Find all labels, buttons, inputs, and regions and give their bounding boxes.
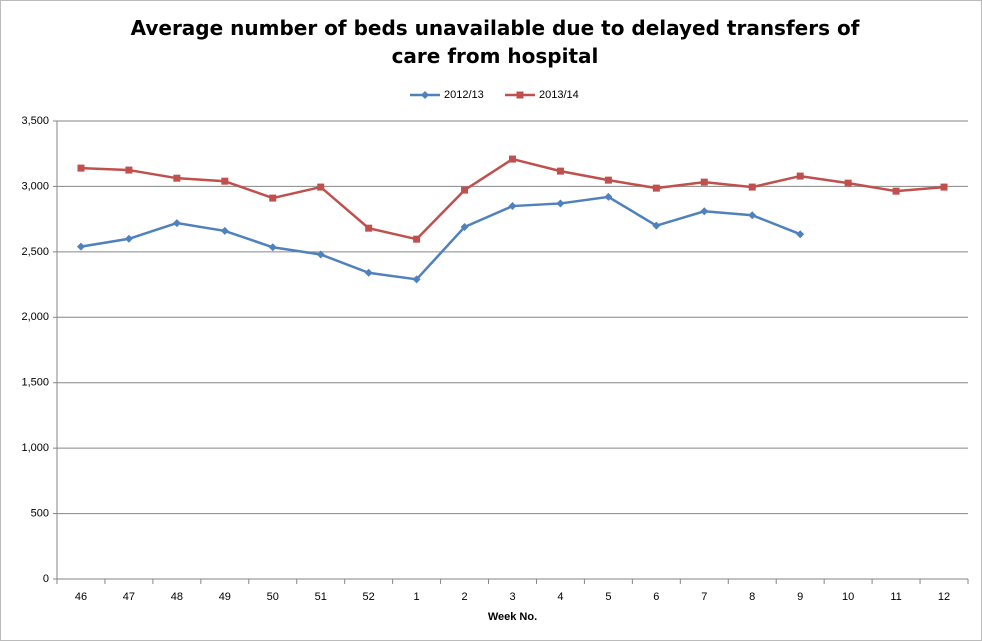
marker — [269, 194, 277, 202]
marker — [652, 184, 660, 192]
marker — [700, 178, 708, 186]
marker — [796, 230, 805, 239]
x-tick-label: 51 — [315, 591, 327, 603]
x-tick-label: 48 — [171, 591, 183, 603]
marker — [76, 242, 85, 251]
x-tick-label: 49 — [219, 591, 231, 603]
x-axis-label: Week No. — [488, 611, 537, 623]
x-tick-label: 11 — [890, 591, 901, 603]
marker — [748, 211, 757, 220]
y-tick-label: 3,500 — [21, 115, 49, 127]
series-line — [80, 157, 945, 241]
marker — [796, 172, 804, 180]
marker — [604, 176, 612, 184]
marker — [652, 221, 661, 230]
marker — [365, 224, 373, 232]
x-tick-label: 6 — [653, 591, 659, 603]
legend-label: 2013/14 — [539, 89, 579, 101]
x-tick-label: 3 — [509, 591, 515, 603]
marker — [461, 186, 469, 194]
marker — [172, 219, 181, 228]
marker — [413, 235, 421, 243]
x-tick-label: 7 — [701, 591, 707, 603]
x-tick-label: 5 — [605, 591, 611, 603]
marker — [364, 268, 373, 277]
marker — [556, 199, 565, 208]
marker — [940, 183, 948, 191]
marker — [412, 275, 421, 284]
y-tick-label: 1,000 — [21, 442, 49, 454]
chart-title: Average number of beds unavailable due t… — [130, 16, 860, 68]
marker — [317, 183, 325, 191]
x-tick-label: 47 — [123, 591, 135, 603]
marker — [221, 177, 229, 185]
x-tick-label: 12 — [938, 591, 950, 603]
x-tick-label: 2 — [461, 591, 467, 603]
x-tick-label: 46 — [75, 591, 87, 603]
y-tick-label: 3,000 — [21, 180, 49, 192]
marker — [700, 207, 709, 216]
x-tick-label: 4 — [557, 591, 563, 603]
marker — [516, 91, 524, 99]
legend-label: 2012/13 — [444, 89, 484, 101]
marker — [316, 250, 325, 259]
x-tick-label: 10 — [842, 591, 854, 603]
x-tick-label: 52 — [363, 591, 375, 603]
marker — [748, 183, 756, 191]
marker — [844, 179, 852, 187]
marker — [460, 222, 469, 231]
marker — [892, 187, 900, 195]
marker — [124, 234, 133, 243]
x-tick-label: 9 — [797, 591, 803, 603]
series-line — [80, 195, 801, 281]
x-tick-label: 50 — [267, 591, 279, 603]
marker — [421, 91, 429, 99]
marker — [508, 202, 517, 211]
x-tick-label: 8 — [749, 591, 755, 603]
marker — [556, 167, 564, 175]
marker — [220, 226, 229, 235]
marker — [77, 164, 85, 172]
y-tick-label: 1,500 — [21, 377, 49, 389]
y-tick-label: 2,500 — [21, 246, 49, 258]
marker — [509, 155, 516, 163]
marker — [604, 192, 613, 201]
y-tick-label: 500 — [31, 507, 49, 519]
marker — [173, 174, 181, 182]
x-tick-label: 1 — [414, 591, 420, 603]
marker — [268, 243, 277, 252]
y-tick-label: 2,000 — [21, 311, 49, 323]
y-tick-label: 0 — [43, 573, 49, 585]
marker — [125, 166, 133, 174]
